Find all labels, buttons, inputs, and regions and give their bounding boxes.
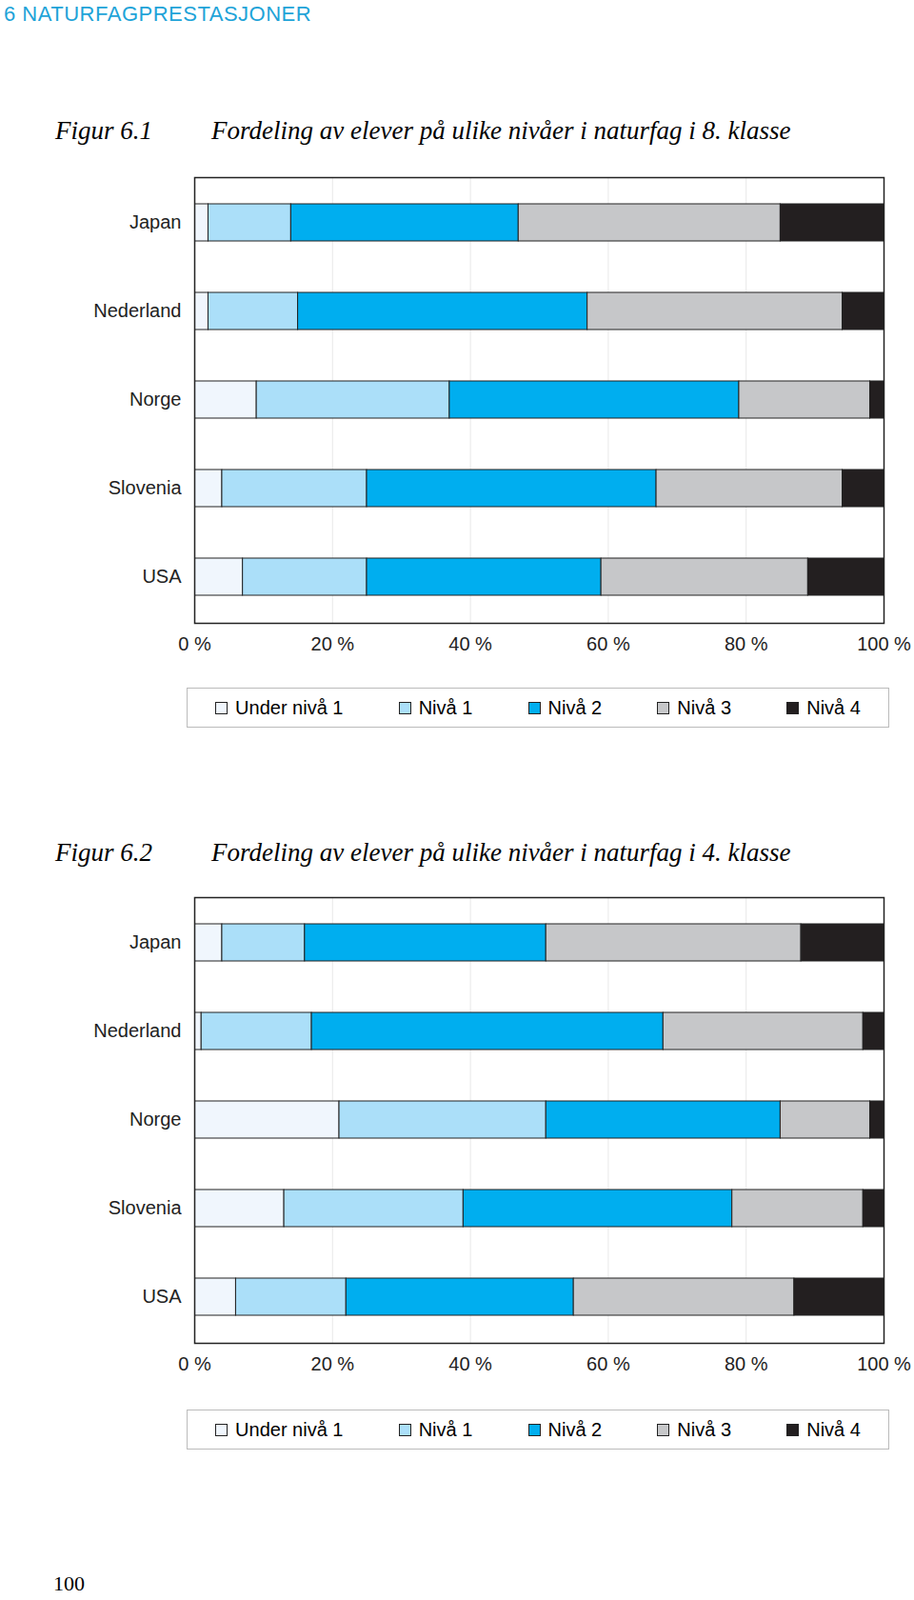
svg-text:80 %: 80 % xyxy=(724,1352,769,1374)
svg-text:100 %: 100 % xyxy=(856,1352,912,1374)
svg-text:40 %: 40 % xyxy=(448,1352,493,1374)
svg-text:Norge: Norge xyxy=(129,1108,181,1130)
html-text:Nivå 2: Nivå 2 xyxy=(547,696,602,718)
html-text:Fordeling av elever på ulike n: Fordeling av elever på ulike nivåer i na… xyxy=(211,116,791,145)
svg-text:20 %: 20 % xyxy=(311,633,356,655)
html-text:Nivå 2: Nivå 2 xyxy=(547,1418,602,1440)
html-text:6 NATURFAGPRESTASJONER: 6 NATURFAGPRESTASJONER xyxy=(3,1,312,26)
svg-text:Japan: Japan xyxy=(129,211,182,233)
svg-text:60 %: 60 % xyxy=(586,633,631,655)
html-text:Nivå 4: Nivå 4 xyxy=(806,1418,861,1440)
svg-text:0 %: 0 % xyxy=(178,633,212,655)
svg-text:20 %: 20 % xyxy=(311,1352,356,1374)
svg-text:60 %: 60 % xyxy=(586,1352,631,1374)
svg-text:Norge: Norge xyxy=(129,388,181,410)
svg-text:USA: USA xyxy=(141,1285,182,1307)
html-text:Nivå 4: Nivå 4 xyxy=(806,696,861,718)
html-text:Figur 6.2: Figur 6.2 xyxy=(55,837,153,867)
html-text:Nivå 3: Nivå 3 xyxy=(677,696,732,718)
svg-text:USA: USA xyxy=(141,565,182,587)
html-text:Nivå 3: Nivå 3 xyxy=(677,1418,732,1440)
html-text:Under nivå 1: Under nivå 1 xyxy=(235,696,344,718)
svg-text:Nederland: Nederland xyxy=(93,1019,181,1041)
html-text:Nivå 1: Nivå 1 xyxy=(418,1418,473,1440)
svg-text:80 %: 80 % xyxy=(724,633,769,655)
svg-text:Slovenia: Slovenia xyxy=(108,1196,183,1218)
svg-text:0 %: 0 % xyxy=(178,1352,212,1374)
svg-text:100 %: 100 % xyxy=(856,633,912,655)
html-text:Under nivå 1: Under nivå 1 xyxy=(235,1418,344,1440)
html-text:100: 100 xyxy=(53,1570,85,1595)
svg-text:40 %: 40 % xyxy=(448,633,493,655)
html-text:Nivå 1: Nivå 1 xyxy=(418,696,473,718)
svg-text:Slovenia: Slovenia xyxy=(108,476,183,498)
svg-text:Japan: Japan xyxy=(129,931,182,953)
html-text:Fordeling av elever på ulike n: Fordeling av elever på ulike nivåer i na… xyxy=(211,837,791,867)
svg-text:Nederland: Nederland xyxy=(93,299,181,321)
html-text:Figur 6.1: Figur 6.1 xyxy=(55,116,153,145)
